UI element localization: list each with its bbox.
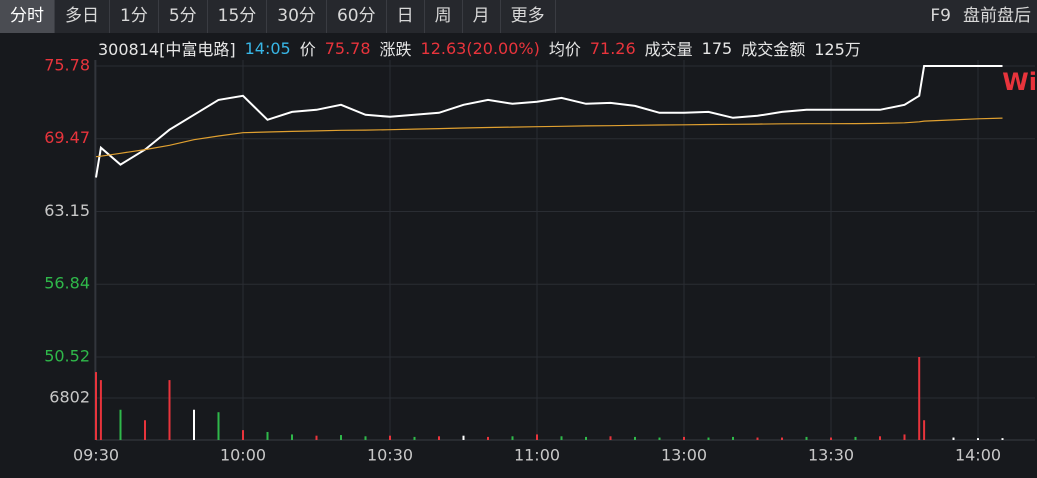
volume-bar: [879, 436, 881, 440]
x-tick-label: 14:00: [955, 446, 1001, 465]
volume-bar: [903, 434, 906, 440]
value: 12.63(20.00%): [420, 38, 540, 58]
y-tick-label: 6802: [49, 387, 90, 406]
volume-bar: [364, 436, 367, 440]
y-tick-label: 50.52: [44, 347, 90, 366]
volume-bar: [560, 436, 563, 440]
volume-bar: [854, 436, 857, 440]
label: 成交量: [644, 40, 693, 59]
tab[interactable]: 5分: [159, 0, 208, 33]
volume-bar: [340, 435, 342, 440]
tab[interactable]: 1分: [110, 0, 159, 33]
volume-bar: [536, 434, 538, 440]
tab[interactable]: 60分: [327, 0, 387, 33]
x-tick-label: 10:00: [220, 446, 266, 465]
tab[interactable]: 多日: [55, 0, 110, 33]
y-tick-label: 63.15: [44, 201, 90, 220]
volume-bar: [217, 412, 220, 440]
y-tick-label: 69.47: [44, 128, 90, 147]
tab[interactable]: 日: [387, 0, 425, 33]
tab[interactable]: 月: [463, 0, 501, 33]
value: 125万: [814, 40, 861, 59]
x-tick-label: 10:30: [367, 446, 413, 465]
label: 价: [299, 40, 316, 59]
volume-bar: [683, 436, 685, 440]
label: 均价: [548, 40, 581, 59]
volume-bar: [487, 436, 489, 440]
volume-bar: [511, 436, 514, 440]
volume-bar: [658, 437, 661, 440]
volume-bar: [438, 436, 440, 440]
volume-bar: [462, 435, 465, 440]
volume-bar: [952, 437, 955, 440]
tab[interactable]: 15分: [208, 0, 268, 33]
volume-bar: [781, 437, 783, 440]
tab[interactable]: 更多: [501, 0, 556, 33]
volume-bar: [1001, 438, 1004, 440]
code: 300814[中富电路]: [98, 40, 236, 59]
volume-bar: [95, 372, 97, 440]
price-line: [95, 117, 1003, 158]
volume-bar: [805, 436, 808, 440]
y-tick-label: 75.78: [44, 56, 90, 75]
time: 14:05: [244, 38, 291, 58]
right-tabs: F9 盘前盘后: [924, 0, 1037, 33]
volume-bar: [413, 436, 416, 440]
y-tick-label: 56.84: [44, 274, 90, 293]
volume-bar: [918, 357, 921, 440]
volume-bar: [389, 435, 391, 440]
volume-bar: [756, 437, 759, 440]
watermark: Wi: [1002, 68, 1037, 96]
volume-bar: [144, 420, 146, 440]
x-tick-label: 13:00: [661, 446, 707, 465]
volume-bar: [99, 380, 102, 440]
x-tick-label: 09:30: [73, 446, 119, 465]
value: 175: [701, 38, 733, 58]
volume-bar: [266, 431, 269, 440]
tab[interactable]: 分时: [0, 0, 55, 33]
volume-bar: [291, 434, 293, 440]
tab[interactable]: F9: [930, 6, 951, 26]
volume-bar: [732, 436, 734, 440]
x-tick-label: 13:30: [808, 446, 854, 465]
tab[interactable]: 盘前盘后: [963, 6, 1031, 26]
volume-bar: [923, 420, 926, 440]
volume-bar: [634, 436, 636, 440]
volume-bar: [315, 435, 318, 440]
x-tick-label: 11:00: [514, 446, 560, 465]
volume-bar: [119, 409, 122, 440]
volume-bar: [683, 437, 685, 440]
volume-bar: [609, 436, 612, 440]
value: 75.78: [324, 38, 371, 58]
price-line: [95, 65, 1003, 178]
tab-bar: 分时 多日 1分 5分 15分 30分 60分日周月更多 F9 盘前盘后: [0, 0, 1037, 33]
volume-bar: [168, 380, 171, 440]
label: 涨跌: [379, 40, 412, 59]
volume-bar: [977, 438, 979, 440]
volume-bar: [193, 409, 195, 440]
quote-bar: 300814[中富电路] 14:05 价 75.78 涨跌 12.63(20.0…: [98, 36, 861, 60]
volume-bar: [830, 437, 832, 440]
volume-bar: [242, 430, 244, 440]
volume-bar: [707, 437, 710, 440]
volume-bar: [585, 436, 587, 440]
label: 成交金额: [741, 40, 806, 59]
value: 71.26: [589, 38, 636, 58]
tab[interactable]: 周: [425, 0, 463, 33]
tab[interactable]: 30分: [267, 0, 327, 33]
